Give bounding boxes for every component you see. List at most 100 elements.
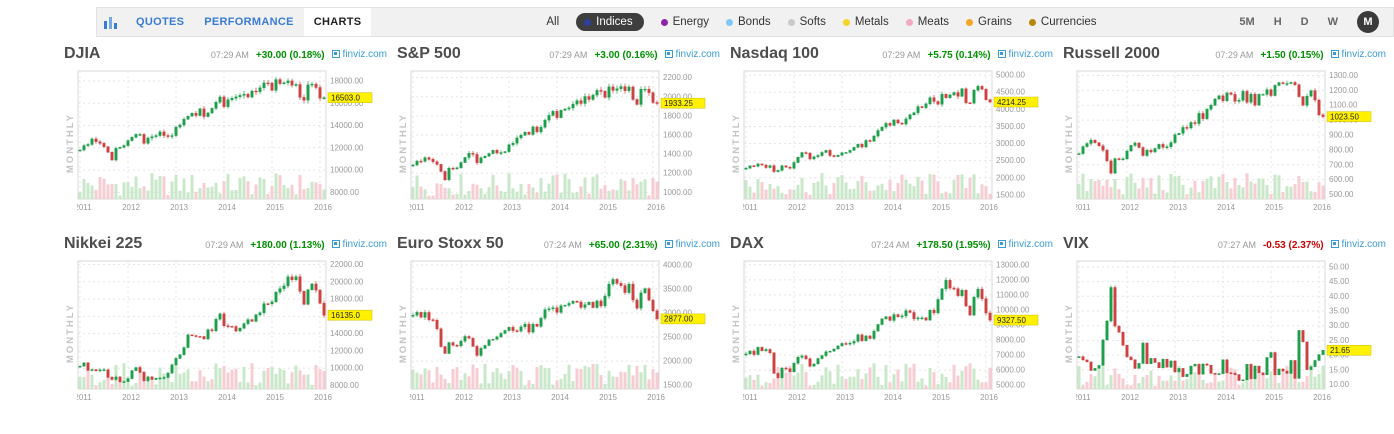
finviz-label: finviz.com — [342, 238, 387, 250]
filter-currencies[interactable]: Currencies — [1028, 16, 1097, 28]
svg-text:2013: 2013 — [170, 393, 188, 402]
svg-text:8000.00: 8000.00 — [996, 336, 1025, 345]
chart-header: Russell 2000 07:29 AM +1.50 (0.15%) finv… — [1063, 45, 1390, 67]
svg-text:2015: 2015 — [932, 393, 950, 402]
svg-text:18000.00: 18000.00 — [330, 295, 364, 304]
filter-label: Currencies — [1040, 16, 1097, 28]
quote-time: 07:29 AM — [549, 50, 588, 60]
candlestick-chart-nikkei225[interactable]: 22000.0020000.0018000.0016000.0014000.00… — [77, 257, 391, 409]
svg-text:10.00: 10.00 — [1329, 380, 1350, 389]
finviz-link[interactable]: finviz.com — [664, 239, 720, 250]
finviz-link[interactable]: finviz.com — [1330, 49, 1386, 60]
chart-title: DJIA — [64, 45, 101, 62]
filter-grains[interactable]: Grains — [966, 16, 1012, 28]
svg-text:40.00: 40.00 — [1329, 292, 1350, 301]
svg-text:2011: 2011 — [77, 203, 92, 212]
timeframe-weekly[interactable]: W — [1327, 16, 1338, 28]
chart-card-vix: VIX 07:27 AM -0.53 (2.37%) finviz.com MO… — [1063, 235, 1390, 409]
svg-text:2015: 2015 — [1265, 393, 1283, 402]
svg-text:600.00: 600.00 — [1329, 175, 1354, 184]
svg-text:4000.00: 4000.00 — [996, 105, 1025, 114]
candlestick-chart-dax[interactable]: 13000.0012000.0011000.0010000.009000.008… — [743, 257, 1057, 409]
svg-text:4214.25: 4214.25 — [997, 98, 1026, 107]
finviz-link[interactable]: finviz.com — [331, 49, 387, 60]
svg-text:2012: 2012 — [1121, 393, 1139, 402]
quote-change: -0.53 (2.37%) — [1262, 240, 1324, 251]
timeframe-hourly[interactable]: H — [1273, 16, 1282, 28]
finviz-link[interactable]: finviz.com — [331, 238, 387, 250]
period-label: MONTHLY — [1064, 302, 1075, 364]
svg-text:2014: 2014 — [551, 203, 569, 212]
finviz-icon — [664, 50, 673, 58]
quote-time: 07:24 AM — [543, 240, 582, 250]
candlestick-chart-sp500[interactable]: 2200.00 2000.00 1800.00 1600.00 1400.00 1200.… — [410, 67, 724, 219]
filter-indices[interactable]: Indices — [576, 13, 644, 31]
tab-performance[interactable]: PERFORMANCE — [204, 16, 294, 28]
svg-text:2016: 2016 — [314, 393, 332, 402]
timeframe-5m[interactable]: 5M — [1239, 16, 1255, 28]
svg-text:6000.00: 6000.00 — [996, 366, 1025, 375]
candlestick-chart-eurostoxx50[interactable]: 4000.00 3500.00 3000.00 2500.00 2000.00 1500.… — [410, 257, 724, 409]
finviz-link[interactable]: finviz.com — [1330, 239, 1386, 250]
svg-text:2013: 2013 — [503, 203, 521, 212]
filter-label: Energy — [672, 16, 710, 28]
svg-text:2012: 2012 — [122, 393, 140, 402]
finviz-link[interactable]: finviz.com — [997, 239, 1053, 250]
svg-text:10000.00: 10000.00 — [996, 305, 1030, 314]
svg-text:14000.00: 14000.00 — [330, 121, 364, 130]
candlestick-chart-vix[interactable]: 50.0045.0040.0035.0030.0025.0020.0015.00… — [1076, 257, 1390, 409]
timeframe-monthly[interactable]: M — [1357, 11, 1379, 33]
finviz-link[interactable]: finviz.com — [997, 49, 1053, 60]
svg-text:22000.00: 22000.00 — [330, 260, 364, 269]
filter-metals[interactable]: Metals — [842, 16, 889, 28]
quote-change: +65.00 (2.31%) — [588, 240, 658, 251]
svg-text:16000.00: 16000.00 — [330, 99, 364, 108]
candlestick-chart-djia[interactable]: 18000.00 16000.00 14000.00 12000.00 10000.00… — [77, 67, 391, 219]
quote-change: +1.50 (0.15%) — [1260, 50, 1324, 61]
candlestick-chart-russell2000[interactable]: 1300.001200.001100.001000.00900.00800.00… — [1076, 67, 1390, 219]
svg-text:2016: 2016 — [980, 393, 998, 402]
svg-text:2011: 2011 — [1076, 393, 1091, 402]
svg-text:7000.00: 7000.00 — [996, 351, 1025, 360]
tab-quotes[interactable]: QUOTES — [136, 16, 185, 28]
svg-text:5000.00: 5000.00 — [996, 381, 1025, 390]
svg-text:2013: 2013 — [1169, 393, 1187, 402]
filter-label: Bonds — [738, 16, 771, 28]
svg-text:20000.00: 20000.00 — [330, 277, 364, 286]
period-label: MONTHLY — [65, 302, 76, 364]
chart-card-russell2000: Russell 2000 07:29 AM +1.50 (0.15%) finv… — [1063, 45, 1390, 219]
svg-text:10000.00: 10000.00 — [330, 364, 364, 373]
svg-text:18000.00: 18000.00 — [330, 77, 364, 86]
filter-energy[interactable]: Energy — [660, 16, 710, 28]
charts-grid: DJIA 07:29 AM +30.00 (0.18%) finviz.com … — [0, 37, 1394, 409]
svg-text:2016: 2016 — [647, 203, 665, 212]
finviz-link[interactable]: finviz.com — [664, 49, 720, 60]
svg-text:800.00: 800.00 — [1329, 145, 1354, 154]
filter-softs[interactable]: Softs — [787, 16, 826, 28]
quote-time: 07:29 AM — [882, 50, 921, 60]
svg-text:2000.00: 2000.00 — [996, 173, 1025, 182]
candlestick-chart-nasdaq100[interactable]: 5000.00 4500.00 4000.00 3500.00 3000.00 2500.… — [743, 67, 1057, 219]
svg-text:8000.00: 8000.00 — [330, 188, 359, 197]
svg-text:50.00: 50.00 — [1329, 262, 1350, 271]
svg-text:2014: 2014 — [884, 393, 902, 402]
svg-text:2015: 2015 — [599, 203, 617, 212]
chart-card-nikkei225: Nikkei 225 07:29 AM +180.00 (1.13%) finv… — [64, 235, 391, 409]
filter-meats[interactable]: Meats — [905, 16, 949, 28]
svg-text:2877.00: 2877.00 — [664, 315, 693, 324]
period-label: MONTHLY — [398, 302, 409, 364]
svg-text:2013: 2013 — [836, 203, 854, 212]
svg-text:1200.00: 1200.00 — [663, 169, 692, 178]
svg-text:25.00: 25.00 — [1329, 336, 1350, 345]
quote-change: +5.75 (0.14%) — [927, 50, 991, 61]
tab-charts[interactable]: CHARTS — [303, 8, 372, 36]
svg-text:5000.00: 5000.00 — [996, 71, 1025, 80]
svg-text:2014: 2014 — [1217, 393, 1235, 402]
finviz-icon — [997, 240, 1006, 248]
filter-bonds[interactable]: Bonds — [726, 16, 771, 28]
svg-text:12000.00: 12000.00 — [330, 346, 364, 355]
svg-text:2000.00: 2000.00 — [663, 357, 692, 366]
timeframe-daily[interactable]: D — [1300, 16, 1309, 28]
filter-all[interactable]: All — [546, 16, 559, 28]
svg-text:3500.00: 3500.00 — [996, 122, 1025, 131]
